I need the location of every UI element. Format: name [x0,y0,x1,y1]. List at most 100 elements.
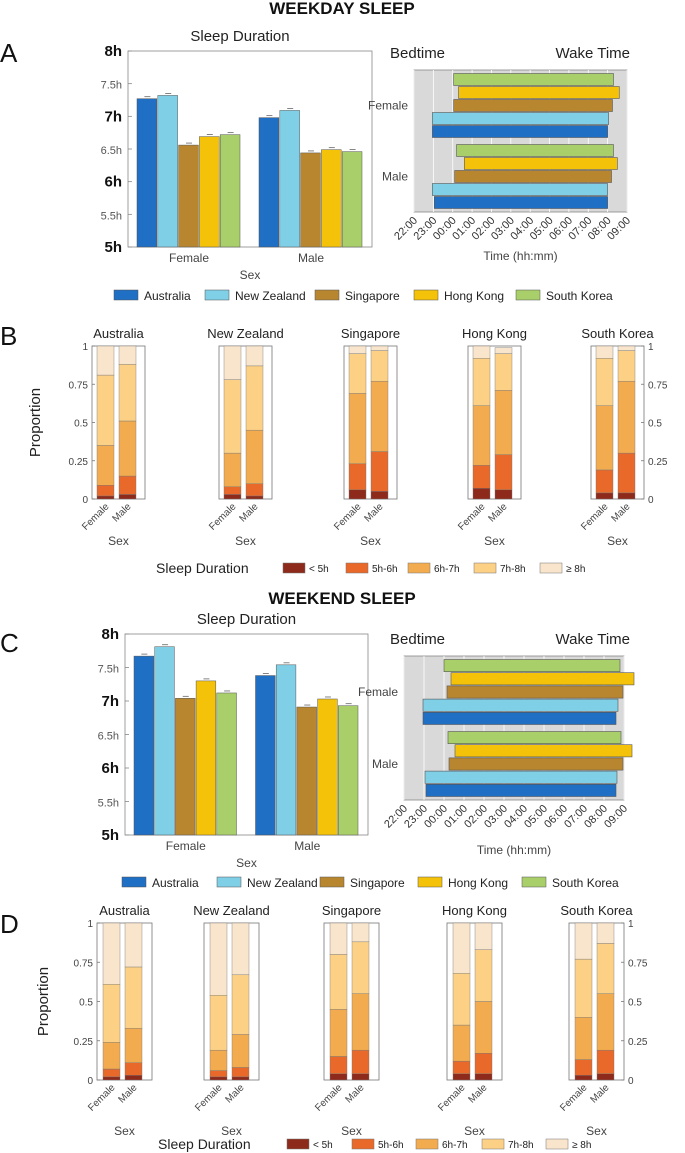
stack-segment [231,974,250,1035]
stack-segment [348,393,367,465]
y-tick-label: 1 [648,342,654,353]
stack-segment [118,364,137,422]
x-tick-label: Female [456,501,488,533]
stack-segment [118,494,137,500]
bar-1-0 [258,117,280,248]
legend-label: ≥ 8h [566,564,585,575]
y-tick-label: 0.75 [648,380,668,391]
subplot-title: South Korea [560,903,633,918]
legend-swatch [545,1138,569,1150]
bar-0-1 [154,646,175,836]
legend-title: Sleep Duration [156,560,249,576]
D-proportion-panel: FemaleMaleAustraliaSex00.250.50.751Femal… [35,903,648,1152]
stack-segment [452,1024,471,1062]
subplot-frame [446,922,503,1081]
x-tick-label: Female [436,1082,468,1114]
waketime-title: Wake Time [556,45,630,62]
legend-swatch [314,289,340,301]
x-axis-label: Sex [360,534,381,548]
x-tick-label: Male [117,1082,140,1105]
bar-1-2 [296,706,317,836]
y-axis-label: Proportion [35,967,52,1036]
legend-title: Sleep Duration [158,1136,251,1152]
stack-segment [348,489,367,500]
stack-segment [223,379,242,454]
stack-segment [124,1075,143,1081]
stack-segment [595,405,614,471]
legend-swatch [415,1138,439,1150]
legend-label: ≥ 8h [572,1140,591,1151]
y-tick-label: 0.25 [69,457,89,468]
x-tick-label: Male [344,1082,367,1105]
range-bar-0-0 [422,711,617,725]
legend-swatch [407,562,431,574]
bar-0-3 [195,680,217,836]
C-timing-timing-chart: 22:0023:0000:0001:0002:0003:0004:0005:00… [358,631,635,857]
stack-segment [452,973,471,1026]
stack-segment [472,345,491,359]
stack-segment [245,495,264,500]
range-bar-0-4 [443,659,621,672]
legend-swatch [345,562,369,574]
x-tick-label: Male [294,839,320,853]
subplot-frame [323,922,380,1081]
y-tick-label: 0 [87,1076,93,1087]
stack-segment [209,1049,228,1071]
stack-segment [596,943,615,994]
legend-swatch [216,876,242,888]
stack-segment [494,454,513,491]
x-tick-label: Female [579,501,611,533]
x-axis-label: Sex [240,268,261,282]
subplot-title: Singapore [341,326,400,341]
range-bar-1-2 [454,170,612,183]
legend-label: 6h-7h [442,1140,468,1151]
x-axis-label: Sex [484,534,505,548]
stack-segment [329,1073,348,1081]
legend-label: Australia [144,289,191,303]
stack-segment [595,345,614,359]
legend-label: 5h-6h [378,1140,404,1151]
x-tick-label: Male [111,501,134,524]
stack-segment [494,489,513,500]
stack-segment [574,958,593,1018]
y-tick-label: 6.5h [101,145,122,157]
y-tick-label: 5h [101,827,119,844]
range-bar-0-3 [450,672,635,686]
legend-label: Singapore [350,876,405,890]
stack-segment [474,949,493,1002]
y-tick-label: 0.5 [79,998,93,1009]
stack-segment [223,452,242,487]
subplot-title: Singapore [322,903,381,918]
stack-segment [574,1075,593,1081]
x-axis-label: Sex [235,534,256,548]
stack-segment [245,345,264,367]
legend-label: Singapore [345,289,400,303]
stack-segment [351,993,370,1051]
y-tick-label: 0.25 [74,1037,94,1048]
stack-segment [596,993,615,1051]
x-tick-label: Male [224,1082,247,1105]
stack-segment [102,1068,121,1078]
x-tick-label: Male [238,501,261,524]
subplot-title: Australia [99,903,150,918]
legend-swatch [282,562,306,574]
stack-segment [124,966,143,1029]
stack-segment [231,922,250,976]
stack-segment [245,483,264,497]
y-category-label: Male [382,170,408,184]
x-axis-label: Sex [108,534,129,548]
y-tick-label: 7h [104,108,122,125]
chart-title: Sleep Duration [190,28,289,45]
y-tick-label: 6.5h [98,731,119,743]
y-tick-label: 1 [628,919,634,930]
legend-swatch [539,562,563,574]
stack-segment [329,922,348,955]
